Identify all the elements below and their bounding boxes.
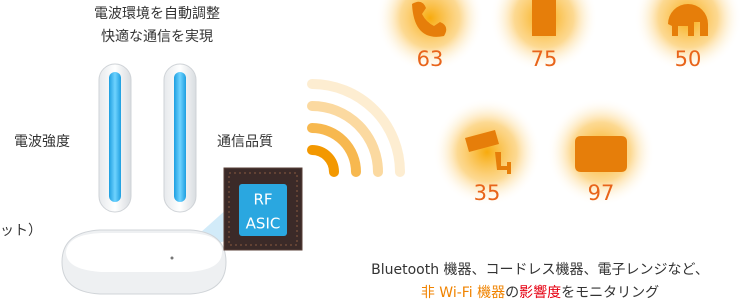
cut-text: ット） [0, 223, 42, 239]
caption-segment: の [505, 285, 519, 301]
device-value: 35 [474, 181, 501, 205]
caption-segment: 影響度 [519, 284, 561, 301]
device-icon [575, 136, 627, 172]
antenna-label: 通信品質 [217, 134, 273, 150]
chip: RF ASIC [224, 168, 302, 250]
caption-line: 非 Wi-Fi 機器の影響度をモニタリング [421, 284, 659, 301]
caption: Bluetooth 機器、コードレス機器、電子レンジなど、 非 Wi-Fi 機器… [371, 262, 709, 301]
device: 75 [490, 0, 598, 72]
wifi-signal [312, 84, 400, 172]
device: 63 [376, 0, 484, 72]
diagram: 電波環境を自動調整 快適な通信を実現 電波強度 通信品質 ット） RF ASIC… [0, 0, 752, 304]
device-value: 97 [588, 181, 615, 205]
device: 50 [634, 0, 742, 72]
device-icon [532, 0, 556, 36]
device-value: 75 [531, 47, 558, 71]
caption-segment: 非 Wi-Fi 機器 [421, 285, 505, 301]
router [62, 230, 226, 294]
device: 97 [547, 98, 655, 206]
device-value: 50 [675, 47, 702, 71]
chip-label: ASIC [246, 215, 281, 233]
header: 電波環境を自動調整 快適な通信を実現 [94, 6, 220, 45]
caption-segment: をモニタリング [561, 285, 659, 301]
device: 35 [433, 98, 541, 206]
header-line: 快適な通信を実現 [101, 28, 213, 45]
devices: 63 75 50 35 97 [376, 0, 742, 206]
header-line: 電波環境を自動調整 [94, 6, 220, 22]
antenna-label: 電波強度 [14, 134, 70, 150]
caption-line: Bluetooth 機器、コードレス機器、電子レンジなど、 [371, 262, 709, 278]
antennas [99, 64, 196, 212]
device-value: 63 [417, 47, 444, 71]
chip-label: RF [253, 191, 272, 209]
